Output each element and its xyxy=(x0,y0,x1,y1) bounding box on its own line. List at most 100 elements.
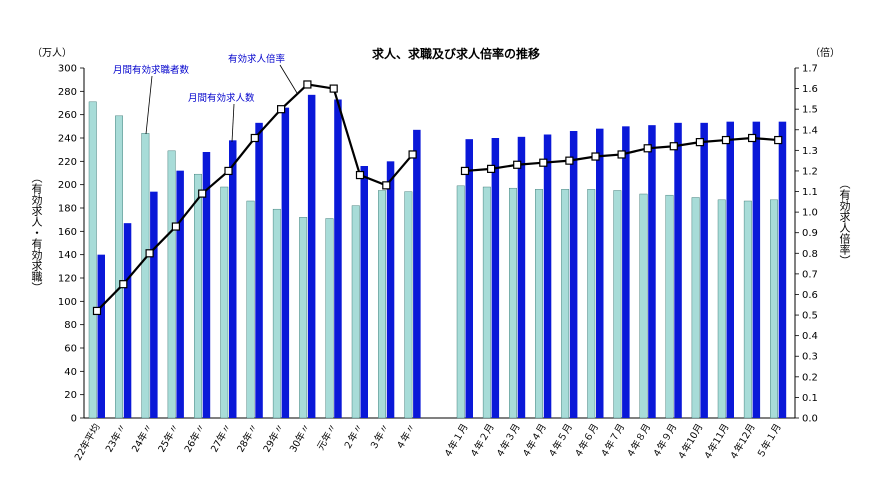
right-tick-label: 1.1 xyxy=(802,187,818,198)
bar-seekers xyxy=(272,208,281,419)
bar-openings xyxy=(465,139,473,418)
ratio-marker xyxy=(198,189,207,198)
bar-seekers xyxy=(115,115,124,419)
bar-openings xyxy=(334,99,342,418)
x-tick-label: ４年５月 xyxy=(546,422,575,461)
right-tick-label: 0.5 xyxy=(802,311,818,322)
x-tick-label: ４年12月 xyxy=(727,422,758,463)
ratio-marker xyxy=(303,80,312,89)
axes xyxy=(83,68,796,419)
x-tick-label: ４年８月 xyxy=(624,422,653,461)
left-tick-label: 160 xyxy=(58,227,77,238)
left-tick-label: 120 xyxy=(58,274,77,285)
right-tick-label: 1.3 xyxy=(802,146,818,157)
right-tick-label: 0.9 xyxy=(802,228,818,239)
bar-seekers xyxy=(743,200,752,419)
x-tick-label: ５年１月 xyxy=(754,422,783,461)
right-axis-label: （有効求人倍率） xyxy=(838,178,851,266)
left-tick-label: 240 xyxy=(58,134,77,145)
bar-seekers xyxy=(613,190,622,419)
ratio-marker xyxy=(669,142,678,151)
ratio-marker xyxy=(355,170,365,180)
left-tick-label: 260 xyxy=(58,110,77,121)
annotation-ratio-leader xyxy=(279,64,298,94)
bar-seekers xyxy=(404,191,413,419)
left-axis-label: （有効求人・有効求職） xyxy=(30,172,43,293)
bar-seekers xyxy=(691,197,700,419)
left-axis-unit: （万人） xyxy=(32,47,72,59)
annotation-openings: 月間有効求人数 xyxy=(188,92,255,104)
bar-openings xyxy=(674,122,682,418)
bar-openings xyxy=(176,170,184,418)
bar-openings xyxy=(596,128,604,418)
x-tick-label: 30年〃 xyxy=(287,422,313,455)
bar-openings xyxy=(569,131,578,418)
ratio-marker xyxy=(774,135,783,145)
bars xyxy=(88,94,787,419)
bar-openings xyxy=(229,140,237,419)
ratio-marker xyxy=(250,133,259,143)
ratio-line xyxy=(92,80,783,316)
ratio-marker xyxy=(329,84,338,93)
bar-seekers xyxy=(535,189,543,419)
bar-openings xyxy=(491,138,500,418)
ratio-marker xyxy=(565,156,574,165)
left-tick-label: 100 xyxy=(58,297,77,308)
x-tick-label: 元年〃 xyxy=(315,422,340,453)
ratio-marker xyxy=(145,249,154,258)
right-tick-label: 1.0 xyxy=(802,208,818,219)
right-tick-label: 1.5 xyxy=(802,105,818,116)
bar-seekers xyxy=(220,186,229,419)
ratio-marker xyxy=(643,144,652,153)
ratio-marker xyxy=(747,133,757,143)
annotation-openings-leader xyxy=(231,103,235,143)
annotation-seekers-leader xyxy=(145,75,153,135)
bar-seekers xyxy=(717,199,726,419)
bar-seekers xyxy=(299,217,308,419)
x-tick-label: ４年９月 xyxy=(650,422,679,461)
right-tick-label: 0.3 xyxy=(802,352,818,363)
bar-openings xyxy=(123,223,132,418)
left-tick-label: 300 xyxy=(58,64,77,75)
bar-seekers xyxy=(639,193,648,419)
bar-openings xyxy=(517,136,526,419)
left-tick-label: 60 xyxy=(64,344,77,355)
x-tick-label: ４年10月 xyxy=(675,422,706,463)
bar-openings xyxy=(97,254,105,418)
right-axis-ticks: 0.0 0.1 0.2 0.3 0.4 0.5 0.6 0.7 0.8 0.9 1.0 1.1 1.2 1… xyxy=(795,64,818,425)
right-tick-label: 0.2 xyxy=(802,372,818,383)
x-tick-label: ４年１月 xyxy=(441,422,470,461)
right-axis-unit: （倍） xyxy=(810,46,840,59)
annotations: 月間有効求職者数 有効求人倍率 月間有効求人数 xyxy=(113,53,298,143)
right-tick-label: 1.6 xyxy=(802,84,818,95)
x-tick-label: 23年〃 xyxy=(103,422,129,455)
ratio-marker xyxy=(171,222,180,231)
bar-seekers xyxy=(88,101,97,419)
x-tick-label: ４年４月 xyxy=(519,422,548,461)
chart-title: 求人、求職及び求人倍率の推移 xyxy=(372,46,540,61)
ratio-marker xyxy=(92,306,102,316)
right-tick-label: 0.4 xyxy=(802,331,818,342)
ratio-marker xyxy=(460,166,470,176)
bar-openings xyxy=(752,121,761,419)
ratio-marker xyxy=(487,164,496,173)
x-axis-ticks: 22年平均 23年〃 24年〃 25年〃 26年〃 27年〃 28年〃 29年〃 30年〃 元年〃… xyxy=(72,421,784,462)
x-tick-label: 26年〃 xyxy=(182,422,208,455)
ratio-marker xyxy=(408,150,417,159)
x-tick-label: 24年〃 xyxy=(129,422,155,455)
x-tick-label: ４年〃 xyxy=(394,422,419,453)
x-tick-label: 28年〃 xyxy=(234,422,260,455)
bar-openings xyxy=(700,122,708,418)
x-tick-label: 29年〃 xyxy=(261,422,287,455)
right-tick-label: 0.7 xyxy=(802,269,818,280)
x-tick-label: ３年〃 xyxy=(367,422,392,453)
ratio-marker xyxy=(539,158,548,167)
bar-seekers xyxy=(482,186,491,419)
bar-openings xyxy=(622,126,630,418)
annotation-ratio: 有効求人倍率 xyxy=(228,53,286,65)
ratio-marker xyxy=(695,138,705,147)
bar-openings xyxy=(386,161,395,419)
right-tick-label: 0.0 xyxy=(802,414,818,425)
left-tick-label: 140 xyxy=(58,250,77,261)
